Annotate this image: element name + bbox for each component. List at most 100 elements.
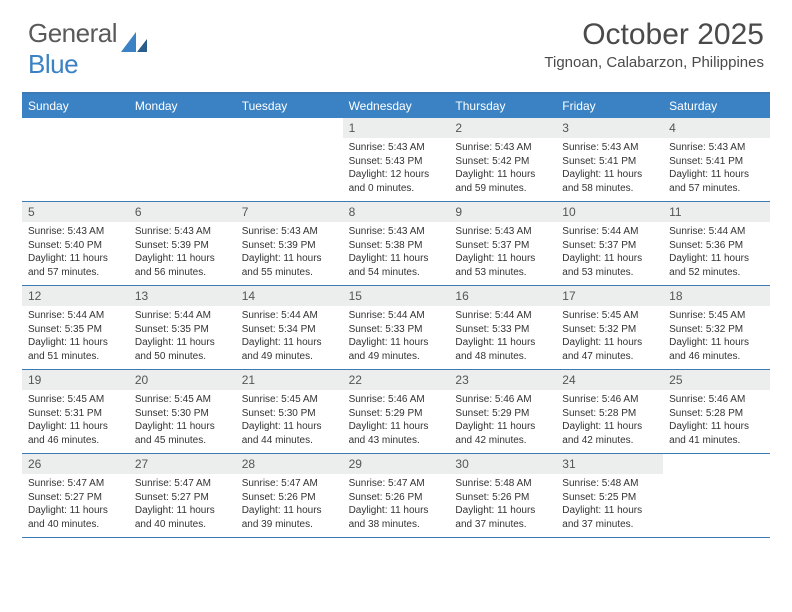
day-cell: 7 Sunrise: 5:43 AMSunset: 5:39 PMDaylight…: [236, 202, 343, 285]
day-number: 31: [556, 454, 663, 474]
day-cell: 20Sunrise: 5:45 AMSunset: 5:30 PMDayligh…: [129, 370, 236, 453]
empty-cell: [663, 454, 770, 537]
day-cell: 18Sunrise: 5:45 AMSunset: 5:32 PMDayligh…: [663, 286, 770, 369]
day-info: Sunrise: 5:44 AMSunset: 5:34 PMDaylight:…: [236, 309, 343, 363]
day-number: 11: [663, 202, 770, 222]
logo: General Blue: [28, 18, 147, 80]
day-info: Sunrise: 5:43 AMSunset: 5:39 PMDaylight:…: [236, 225, 343, 279]
day-number: 13: [129, 286, 236, 306]
day-cell: 15 Sunrise: 5:44 AMSunset: 5:33 PMDayligh…: [343, 286, 450, 369]
day-info: Sunrise: 5:43 AMSunset: 5:41 PMDaylight:…: [663, 141, 770, 195]
day-cell: 22 Sunrise: 5:46 AMSunset: 5:29 PMDayligh…: [343, 370, 450, 453]
day-cell: 31 Sunrise: 5:48 AMSunset: 5:25 PMDayligh…: [556, 454, 663, 537]
day-cell: 9 Sunrise: 5:43 AMSunset: 5:37 PMDaylight…: [449, 202, 556, 285]
calendar: SundayMondayTuesdayWednesdayThursdayFrid…: [22, 92, 770, 538]
day-number: 6: [129, 202, 236, 222]
header: General Blue October 2025 Tignoan, Calab…: [0, 0, 792, 84]
day-info: Sunrise: 5:44 AMSunset: 5:33 PMDaylight:…: [449, 309, 556, 363]
day-info: Sunrise: 5:47 AMSunset: 5:26 PMDaylight:…: [236, 477, 343, 531]
day-cell: 6 Sunrise: 5:43 AMSunset: 5:39 PMDaylight…: [129, 202, 236, 285]
day-info: Sunrise: 5:43 AMSunset: 5:43 PMDaylight:…: [343, 141, 450, 195]
day-number: 23: [449, 370, 556, 390]
day-info: Sunrise: 5:46 AMSunset: 5:28 PMDaylight:…: [556, 393, 663, 447]
day-header: Tuesday: [236, 94, 343, 118]
day-header: Saturday: [663, 94, 770, 118]
day-number: 9: [449, 202, 556, 222]
logo-general: General: [28, 18, 117, 48]
day-cell: 3Sunrise: 5:43 AMSunset: 5:41 PMDaylight…: [556, 118, 663, 201]
day-cell: 17 Sunrise: 5:45 AMSunset: 5:32 PMDayligh…: [556, 286, 663, 369]
day-cell: 1 Sunrise: 5:43 AMSunset: 5:43 PMDaylight…: [343, 118, 450, 201]
day-info: Sunrise: 5:48 AMSunset: 5:26 PMDaylight:…: [449, 477, 556, 531]
day-number: 30: [449, 454, 556, 474]
day-cell: 2 Sunrise: 5:43 AMSunset: 5:42 PMDaylight…: [449, 118, 556, 201]
day-cell: 27 Sunrise: 5:47 AMSunset: 5:27 PMDayligh…: [129, 454, 236, 537]
day-number: 8: [343, 202, 450, 222]
day-number: 5: [22, 202, 129, 222]
day-number: 28: [236, 454, 343, 474]
day-info: Sunrise: 5:46 AMSunset: 5:29 PMDaylight:…: [343, 393, 450, 447]
logo-sail-icon: [121, 32, 147, 59]
day-number: 14: [236, 286, 343, 306]
day-info: Sunrise: 5:47 AMSunset: 5:26 PMDaylight:…: [343, 477, 450, 531]
week-row: 19Sunrise: 5:45 AMSunset: 5:31 PMDayligh…: [22, 370, 770, 454]
day-cell: 11Sunrise: 5:44 AMSunset: 5:36 PMDayligh…: [663, 202, 770, 285]
day-cell: 14 Sunrise: 5:44 AMSunset: 5:34 PMDayligh…: [236, 286, 343, 369]
day-cell: 10 Sunrise: 5:44 AMSunset: 5:37 PMDayligh…: [556, 202, 663, 285]
day-info: Sunrise: 5:45 AMSunset: 5:31 PMDaylight:…: [22, 393, 129, 447]
day-cell: 21 Sunrise: 5:45 AMSunset: 5:30 PMDayligh…: [236, 370, 343, 453]
empty-cell: [22, 118, 129, 201]
day-number: 15: [343, 286, 450, 306]
day-info: Sunrise: 5:43 AMSunset: 5:37 PMDaylight:…: [449, 225, 556, 279]
week-row: 5 Sunrise: 5:43 AMSunset: 5:40 PMDaylight…: [22, 202, 770, 286]
day-number: 10: [556, 202, 663, 222]
day-cell: 16 Sunrise: 5:44 AMSunset: 5:33 PMDayligh…: [449, 286, 556, 369]
day-info: Sunrise: 5:45 AMSunset: 5:32 PMDaylight:…: [556, 309, 663, 363]
day-header: Thursday: [449, 94, 556, 118]
day-cell: 30 Sunrise: 5:48 AMSunset: 5:26 PMDayligh…: [449, 454, 556, 537]
day-number: 27: [129, 454, 236, 474]
day-info: Sunrise: 5:48 AMSunset: 5:25 PMDaylight:…: [556, 477, 663, 531]
day-header: Friday: [556, 94, 663, 118]
day-info: Sunrise: 5:43 AMSunset: 5:42 PMDaylight:…: [449, 141, 556, 195]
day-header: Monday: [129, 94, 236, 118]
day-info: Sunrise: 5:43 AMSunset: 5:39 PMDaylight:…: [129, 225, 236, 279]
day-info: Sunrise: 5:46 AMSunset: 5:28 PMDaylight:…: [663, 393, 770, 447]
day-info: Sunrise: 5:43 AMSunset: 5:40 PMDaylight:…: [22, 225, 129, 279]
day-number: 2: [449, 118, 556, 138]
day-cell: 23Sunrise: 5:46 AMSunset: 5:29 PMDayligh…: [449, 370, 556, 453]
day-info: Sunrise: 5:44 AMSunset: 5:35 PMDaylight:…: [129, 309, 236, 363]
day-cell: 4Sunrise: 5:43 AMSunset: 5:41 PMDaylight…: [663, 118, 770, 201]
day-cell: 28 Sunrise: 5:47 AMSunset: 5:26 PMDayligh…: [236, 454, 343, 537]
day-info: Sunrise: 5:47 AMSunset: 5:27 PMDaylight:…: [22, 477, 129, 531]
day-number: 21: [236, 370, 343, 390]
day-header: Sunday: [22, 94, 129, 118]
day-number: 26: [22, 454, 129, 474]
day-number: 20: [129, 370, 236, 390]
day-info: Sunrise: 5:43 AMSunset: 5:38 PMDaylight:…: [343, 225, 450, 279]
day-number: 22: [343, 370, 450, 390]
title-block: October 2025 Tignoan, Calabarzon, Philip…: [544, 18, 764, 71]
day-info: Sunrise: 5:43 AMSunset: 5:41 PMDaylight:…: [556, 141, 663, 195]
day-cell: 12Sunrise: 5:44 AMSunset: 5:35 PMDayligh…: [22, 286, 129, 369]
day-number: 29: [343, 454, 450, 474]
day-number: 18: [663, 286, 770, 306]
empty-cell: [129, 118, 236, 201]
day-number: 7: [236, 202, 343, 222]
day-header: Wednesday: [343, 94, 450, 118]
day-info: Sunrise: 5:44 AMSunset: 5:35 PMDaylight:…: [22, 309, 129, 363]
day-number: 1: [343, 118, 450, 138]
day-cell: 25Sunrise: 5:46 AMSunset: 5:28 PMDayligh…: [663, 370, 770, 453]
day-info: Sunrise: 5:47 AMSunset: 5:27 PMDaylight:…: [129, 477, 236, 531]
week-row: 26Sunrise: 5:47 AMSunset: 5:27 PMDayligh…: [22, 454, 770, 538]
day-info: Sunrise: 5:44 AMSunset: 5:37 PMDaylight:…: [556, 225, 663, 279]
day-cell: 8 Sunrise: 5:43 AMSunset: 5:38 PMDaylight…: [343, 202, 450, 285]
day-header-row: SundayMondayTuesdayWednesdayThursdayFrid…: [22, 94, 770, 118]
week-row: 12Sunrise: 5:44 AMSunset: 5:35 PMDayligh…: [22, 286, 770, 370]
day-info: Sunrise: 5:45 AMSunset: 5:30 PMDaylight:…: [236, 393, 343, 447]
week-row: 1 Sunrise: 5:43 AMSunset: 5:43 PMDaylight…: [22, 118, 770, 202]
day-number: 17: [556, 286, 663, 306]
day-number: 16: [449, 286, 556, 306]
logo-text: General Blue: [28, 18, 117, 80]
day-info: Sunrise: 5:44 AMSunset: 5:33 PMDaylight:…: [343, 309, 450, 363]
